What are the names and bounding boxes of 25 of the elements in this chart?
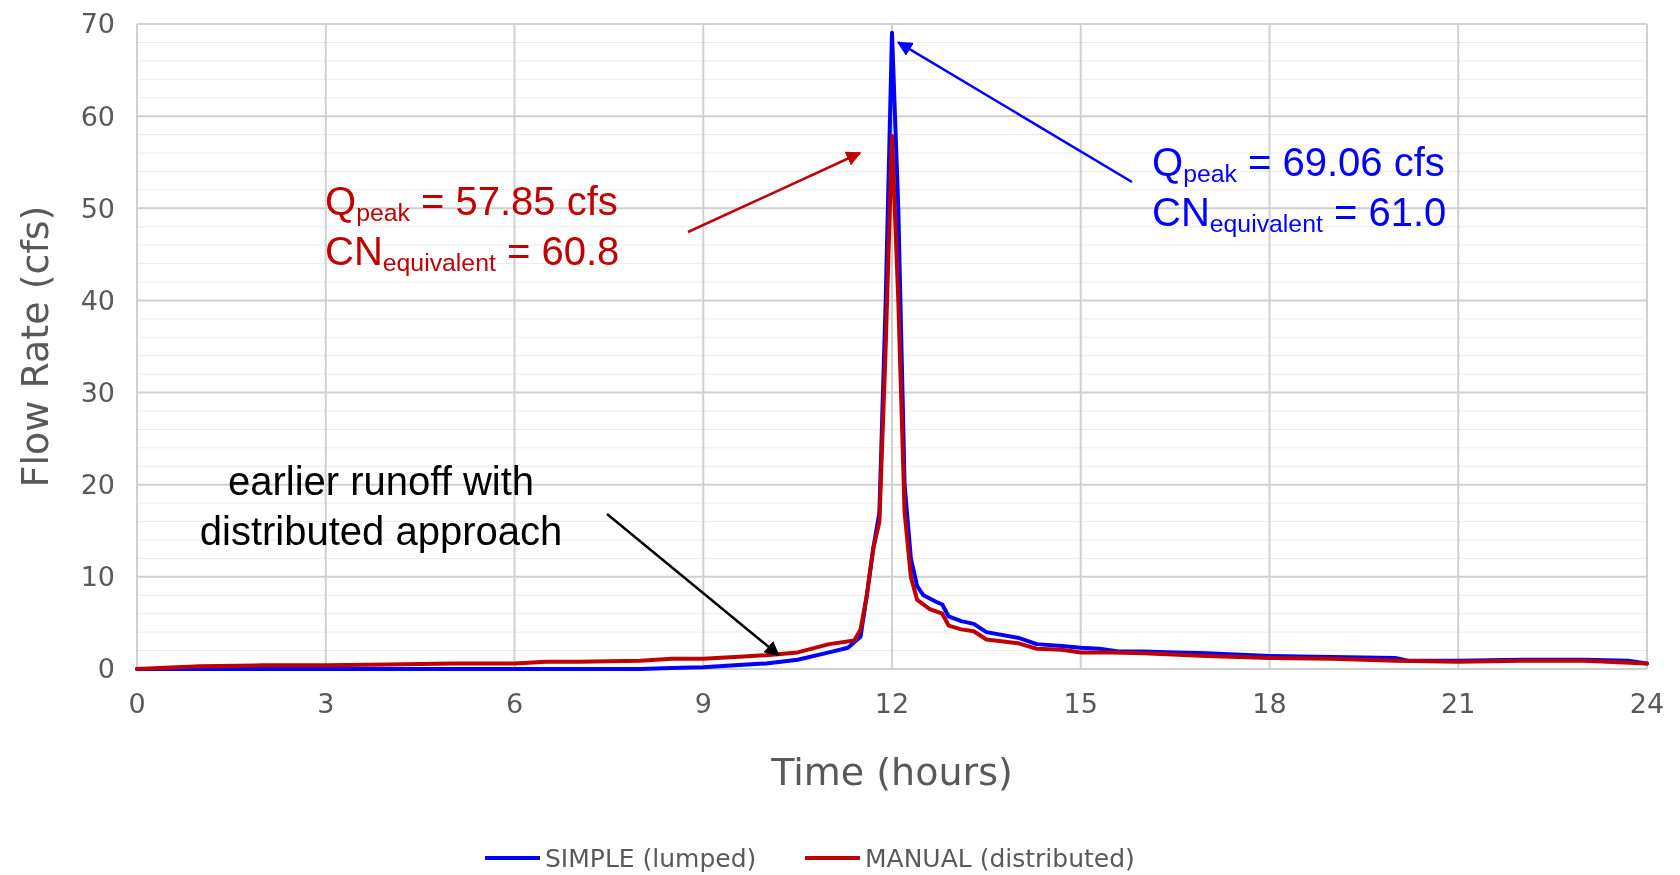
x-tick-label: 18 <box>1252 688 1287 719</box>
y-tick-label: 50 <box>80 192 115 224</box>
y-axis-title: Flow Rate (cfs) <box>13 205 57 488</box>
y-tick-label: 40 <box>80 284 115 316</box>
x-tick-label: 15 <box>1063 688 1098 719</box>
x-tick-label: 3 <box>317 688 335 719</box>
x-tick-label: 24 <box>1629 688 1665 719</box>
legend-label: SIMPLE (lumped) <box>545 843 757 873</box>
y-tick-label: 60 <box>80 100 115 132</box>
x-tick-label: 0 <box>128 688 146 719</box>
annotation: Q$_{peak}$ = 57.85 cfs CN$_{equivalent}$ = 60.8 <box>325 179 620 277</box>
x-axis-title: Time (hours) <box>770 750 1013 794</box>
y-tick-label: 70 <box>80 8 115 40</box>
y-tick-label: 30 <box>80 377 115 409</box>
legend-label: MANUAL (distributed) <box>865 843 1135 873</box>
y-tick-label: 20 <box>80 469 115 501</box>
y-tick-label: 10 <box>80 561 115 593</box>
annotation: Q$_{peak}$ = 69.06 cfs CN$_{equivalent}$ = 61.0 <box>1152 140 1447 238</box>
y-tick-label: 0 <box>97 653 115 685</box>
x-tick-label: 6 <box>505 688 524 719</box>
x-tick-label: 12 <box>874 688 910 719</box>
x-tick-label: 9 <box>694 688 712 719</box>
annotation: earlier runoff with distributed approach <box>199 459 563 553</box>
x-tick-label: 21 <box>1441 688 1476 719</box>
line-series <box>135 133 1649 671</box>
